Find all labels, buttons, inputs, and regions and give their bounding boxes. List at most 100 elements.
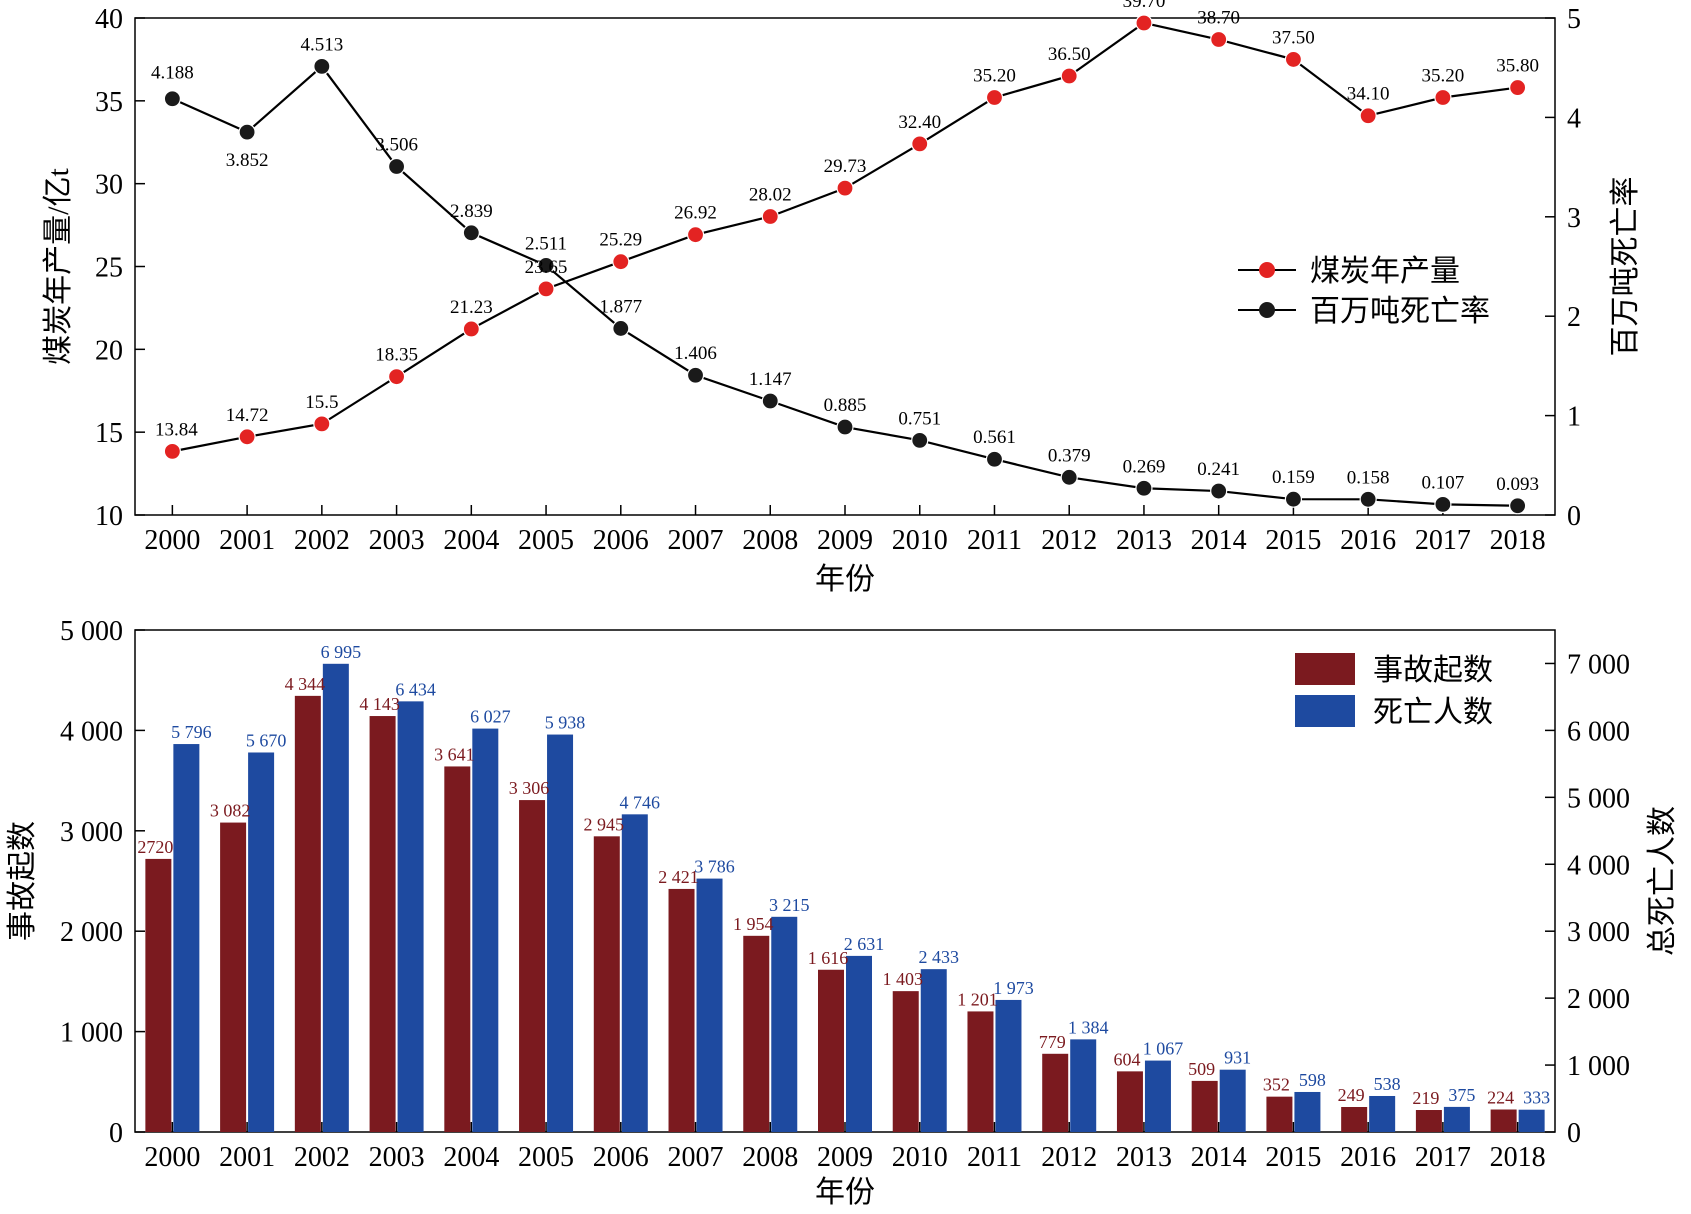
data-point <box>163 442 181 460</box>
bar-deaths <box>920 969 947 1132</box>
y-right-tick-label: 2 <box>1567 302 1581 333</box>
data-point <box>612 253 630 271</box>
bar-accidents <box>1415 1110 1442 1132</box>
data-point <box>836 418 854 436</box>
data-point <box>985 88 1004 107</box>
bar-accidents <box>668 888 695 1132</box>
y-right-tick-label: 0 <box>1567 501 1581 532</box>
y-left-tick-label: 0 <box>109 1118 123 1149</box>
x-tick-label: 2015 <box>1265 1142 1321 1173</box>
x-tick-label: 2009 <box>817 1142 873 1173</box>
data-point <box>1509 497 1527 515</box>
legend-swatch <box>1295 653 1355 685</box>
x-tick-label: 2012 <box>1041 1142 1097 1173</box>
data-label: 14.72 <box>226 405 269 426</box>
data-label: 25.29 <box>599 230 642 251</box>
data-label: 38.70 <box>1197 8 1240 29</box>
legend-label: 事故起数 <box>1373 654 1493 687</box>
data-point <box>911 135 929 153</box>
data-label-accidents: 779 <box>1039 1032 1066 1052</box>
data-label: 35.80 <box>1496 56 1539 77</box>
data-label-deaths: 1 973 <box>993 978 1034 998</box>
x-tick-label: 2003 <box>369 525 425 556</box>
y-left-tick-label: 2 000 <box>60 917 123 948</box>
data-point <box>1060 468 1078 486</box>
data-label: 35.20 <box>1422 66 1465 87</box>
bar-deaths <box>1070 1039 1097 1132</box>
y-right-tick-label: 0 <box>1567 1118 1581 1149</box>
data-label-accidents: 1 954 <box>733 914 774 934</box>
bar-deaths <box>472 728 499 1132</box>
data-point <box>1135 14 1153 32</box>
y-left-tick-label: 30 <box>95 170 123 201</box>
data-point <box>1210 482 1228 500</box>
x-tick-label: 2003 <box>369 1142 425 1173</box>
bar-accidents <box>1266 1096 1293 1132</box>
y-right-tick-label: 5 <box>1567 4 1581 35</box>
x-tick-label: 2018 <box>1490 1142 1546 1173</box>
bar-accidents <box>369 716 396 1132</box>
data-label: 15.5 <box>305 392 338 413</box>
x-tick-label: 2018 <box>1490 525 1546 556</box>
data-label-deaths: 5 938 <box>545 713 586 733</box>
x-axis-title: 年份 <box>815 1176 875 1209</box>
data-label-accidents: 1 616 <box>808 948 849 968</box>
data-label-deaths: 2 433 <box>918 947 959 967</box>
y-right-axis-title: 总死亡人数 <box>1646 806 1679 956</box>
line-chart-panel: 10 15 20 25 30 35 40 0 1 2 3 4 5 2000 2001 2002 2003 2004… <box>42 0 1642 596</box>
bar-chart-panel: 0 1 000 2 000 3 000 4 000 5 000 0 1 000 2 000 3 0… <box>6 616 1679 1209</box>
x-tick-label: 2016 <box>1340 1142 1396 1173</box>
y-right-tick-label: 5 000 <box>1567 783 1630 814</box>
data-label-accidents: 4 143 <box>359 694 400 714</box>
data-label: 0.159 <box>1272 467 1315 488</box>
x-tick-label: 2008 <box>742 525 798 556</box>
data-point <box>1135 479 1153 497</box>
data-label: 0.269 <box>1123 456 1166 477</box>
y-right-tick-label: 3 000 <box>1567 917 1630 948</box>
legend-label: 死亡人数 <box>1373 696 1493 729</box>
data-label: 0.561 <box>973 427 1016 448</box>
y-left-tick-label: 20 <box>95 335 123 366</box>
x-tick-label: 2013 <box>1116 1142 1172 1173</box>
data-label: 36.50 <box>1048 44 1091 65</box>
bar-deaths <box>248 752 275 1132</box>
x-tick-label: 2013 <box>1116 525 1172 556</box>
data-point <box>462 224 480 242</box>
data-label-deaths: 2 631 <box>844 934 885 954</box>
x-tick-label: 2006 <box>593 525 649 556</box>
y-left-tick-label: 40 <box>95 4 123 35</box>
data-label: 4.188 <box>151 63 194 84</box>
data-label-accidents: 2720 <box>137 837 173 857</box>
y-right-tick-label: 6 000 <box>1567 716 1630 747</box>
x-tick-label: 2009 <box>817 525 873 556</box>
bar-deaths <box>621 814 648 1132</box>
data-label-deaths: 1 067 <box>1143 1039 1184 1059</box>
data-label: 28.02 <box>749 184 792 205</box>
x-tick-label: 2015 <box>1265 525 1321 556</box>
data-label: 0.158 <box>1347 467 1390 488</box>
data-label: 2.839 <box>450 201 493 222</box>
bar-accidents <box>220 822 247 1132</box>
data-point <box>1509 78 1527 97</box>
x-tick-label: 2011 <box>967 1142 1022 1173</box>
y-right-tick-label: 1 <box>1567 402 1581 433</box>
data-point <box>985 450 1004 468</box>
x-tick-label: 2002 <box>294 525 350 556</box>
x-tick-label: 2010 <box>892 525 948 556</box>
legend-swatch <box>1295 695 1355 727</box>
bar-accidents <box>1490 1109 1517 1132</box>
data-point <box>1284 50 1303 69</box>
x-tick-label: 2010 <box>892 1142 948 1173</box>
y-right-tick-label: 4 <box>1567 103 1581 134</box>
y-right-tick-label: 1 000 <box>1567 1051 1630 1082</box>
y-left-tick-label: 35 <box>95 87 123 118</box>
data-label: 0.379 <box>1048 445 1091 466</box>
bar-deaths <box>771 916 798 1132</box>
x-tick-label: 2008 <box>742 1142 798 1173</box>
bar-accidents <box>519 800 546 1132</box>
data-label-deaths: 598 <box>1299 1070 1326 1090</box>
data-label-deaths: 375 <box>1448 1085 1475 1105</box>
x-tick-label: 2007 <box>668 525 724 556</box>
x-tick-label: 2014 <box>1191 1142 1247 1173</box>
data-label-deaths: 4 746 <box>620 792 661 812</box>
